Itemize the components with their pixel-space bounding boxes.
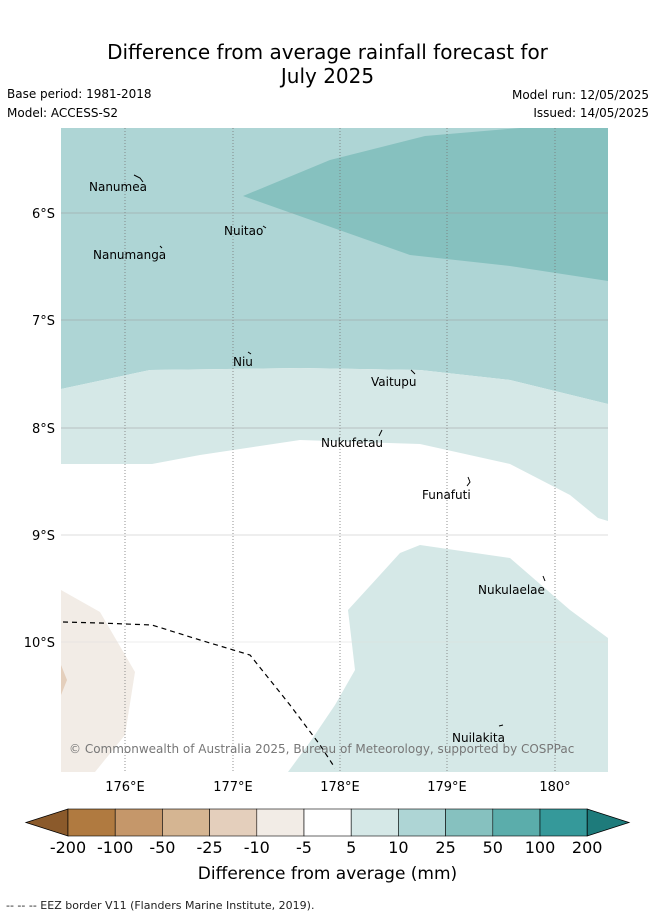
label-nukulaelae: Nukulaelae: [478, 583, 545, 597]
island-shapes: [133, 174, 546, 727]
island-nanumea: [133, 174, 144, 183]
lat-label-7s: 7°S: [32, 314, 55, 329]
colorbar-box: [303, 808, 352, 837]
lat-label-10s: 10°S: [24, 636, 55, 651]
colorbar-tick-label: 100: [525, 838, 556, 857]
label-funafuti: Funafuti: [422, 488, 471, 502]
colorbar-box: [398, 808, 446, 837]
lat-label-8s: 8°S: [32, 422, 55, 437]
label-nanumanga: Nanumanga: [93, 248, 166, 262]
title-line-1: Difference from average rainfall forecas…: [107, 40, 548, 64]
island-niu: [247, 351, 252, 355]
base-period: Base period: 1981-2018: [7, 87, 152, 101]
label-nukufetau: Nukufetau: [321, 436, 383, 450]
colorbar-title: Difference from average (mm): [197, 864, 458, 884]
lat-label-6s: 6°S: [32, 207, 55, 222]
colorbar-box: [67, 808, 116, 837]
colorbar-box: [492, 808, 541, 837]
lon-label-178e: 178°E: [320, 780, 360, 795]
colorbar-box: [445, 808, 494, 837]
lon-label-179e: 179°E: [427, 780, 467, 795]
island-nukufetau: [378, 429, 383, 437]
island-nanumanga: [159, 245, 163, 249]
label-nuilakita: Nuilakita: [452, 731, 505, 745]
colorbar-box: [209, 808, 258, 837]
island-nuitao: [262, 225, 267, 229]
label-nuitao: Nuitao: [224, 224, 263, 238]
chart-title: Difference from average rainfall forecas…: [0, 40, 655, 88]
island-vaitupu: [410, 369, 416, 375]
colorbar-tick-label: -200: [50, 838, 86, 857]
lon-label-180: 180°: [539, 780, 570, 795]
colorbar-box: [162, 808, 210, 837]
colorbar-tick-label: -50: [149, 838, 175, 857]
colorbar-tick-label: 10: [388, 838, 408, 857]
zone-minus-10-25: [61, 665, 67, 695]
zone-5-10-south: [288, 545, 608, 772]
colorbar-tick-label: -100: [97, 838, 133, 857]
lon-label-177e: 177°E: [213, 780, 253, 795]
rainfall-map: Nanumea Nuitao Nanumanga Niu Vaitupu Nuk…: [61, 128, 608, 772]
colorbar: -200 -100 -50 -25 -10 -5 5 10 25 50 100 200: [24, 808, 631, 857]
lat-axis: 6°S 7°S 8°S 9°S 10°S: [24, 207, 55, 651]
eez-border: [62, 621, 336, 769]
issued-date: Issued: 14/05/2025: [533, 106, 649, 120]
model-name: Model: ACCESS-S2: [7, 106, 119, 120]
colorbar-tick-label: 50: [483, 838, 503, 857]
lat-label-9s: 9°S: [32, 529, 55, 544]
colorbar-tick-label: -10: [244, 838, 270, 857]
colorbar-box: [539, 808, 588, 837]
label-nanumea: Nanumea: [89, 180, 147, 194]
colorbar-tick-label: 5: [346, 838, 356, 857]
colorbar-tick-label: 25: [435, 838, 455, 857]
colorbar-tick-label: 200: [572, 838, 603, 857]
colorbar-tick-label: -5: [296, 838, 312, 857]
island-nukulaelae: [542, 575, 546, 582]
colorbar-box: [114, 808, 163, 837]
island-nuilakita: [498, 724, 504, 727]
island-funafuti: [466, 476, 471, 487]
lon-axis: 176°E 177°E 178°E 179°E 180°: [105, 780, 570, 795]
island-labels: Nanumea Nuitao Nanumanga Niu Vaitupu Nuk…: [89, 180, 545, 745]
zone-25-50: [243, 128, 608, 281]
copyright-credit: © Commonwealth of Australia 2025, Bureau…: [69, 742, 575, 756]
eez-legend-footer: -- -- -- EEZ border V11 (Flanders Marine…: [6, 899, 315, 912]
gridlines: [61, 128, 608, 772]
zone-minus-5-10: [61, 590, 135, 772]
colorbar-extend-low: [24, 808, 69, 837]
colorbar-extend-high: [586, 808, 631, 837]
label-vaitupu: Vaitupu: [371, 375, 417, 389]
colorbar-tick-label: -25: [197, 838, 223, 857]
colorbar-box: [256, 808, 305, 837]
label-niu: Niu: [233, 355, 253, 369]
lon-label-176e: 176°E: [105, 780, 145, 795]
model-run: Model run: 12/05/2025: [511, 88, 649, 102]
zone-5-10-north: [61, 368, 608, 521]
title-line-2: July 2025: [280, 64, 375, 88]
colorbar-box: [350, 808, 399, 837]
